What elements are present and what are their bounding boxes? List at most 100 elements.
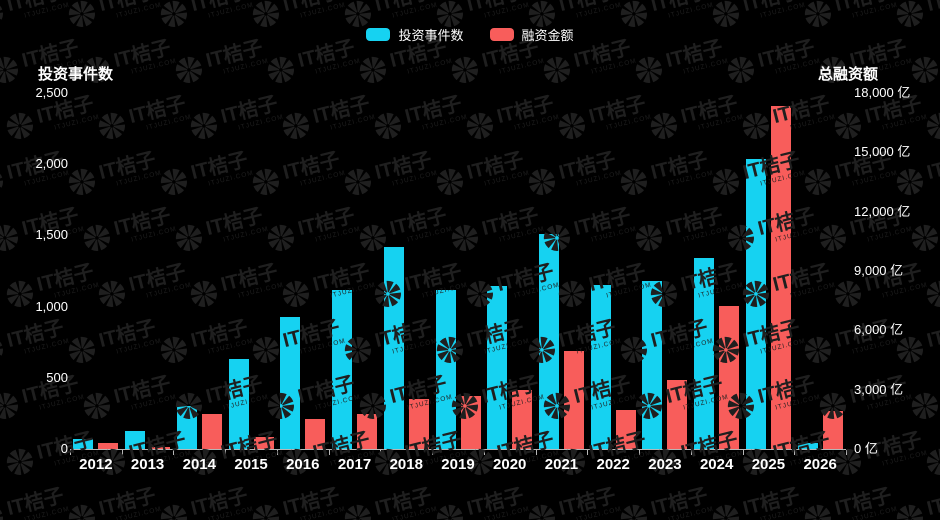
bar-amount-2020[interactable]: [512, 390, 533, 449]
bar-events-2022[interactable]: [590, 285, 611, 449]
bar-events-2021[interactable]: [538, 233, 559, 449]
itjuzi-logo-icon: [712, 169, 740, 196]
itjuzi-logo-icon: [451, 225, 479, 252]
watermark-subtext: ITJUZI.COM: [881, 281, 929, 300]
bar-amount-2015[interactable]: [253, 436, 274, 449]
watermark-subtext: ITJUZI.COM: [789, 281, 837, 300]
bar-amount-2014[interactable]: [201, 413, 222, 449]
watermark-subtext: ITJUZI.COM: [299, 169, 347, 188]
watermark-text: IT桔子: [479, 204, 542, 241]
watermark-text: IT桔子: [310, 92, 373, 129]
right-tick-label: 18,000 亿: [854, 85, 911, 100]
watermark-subtext: ITJUZI.COM: [299, 505, 347, 520]
watermark-text: IT桔子: [203, 204, 266, 241]
left-axis-title: 投资事件数: [38, 66, 114, 83]
itjuzi-logo-icon: [543, 57, 571, 84]
watermark-subtext: ITJUZI.COM: [391, 169, 439, 188]
itjuzi-logo-icon: [68, 337, 96, 364]
itjuzi-logo-icon: [344, 169, 372, 196]
bar-events-2013[interactable]: [125, 431, 146, 449]
bar-amount-2026[interactable]: [822, 411, 843, 449]
bar-events-2017[interactable]: [332, 289, 353, 449]
bar-amount-2016[interactable]: [305, 418, 326, 449]
bar-amount-2013[interactable]: [150, 447, 171, 449]
bar-amount-2018[interactable]: [408, 398, 429, 449]
x-axis-tick: [535, 450, 537, 455]
watermark-subtext: ITJUZI.COM: [498, 57, 546, 76]
bar-events-2024[interactable]: [694, 258, 715, 449]
itjuzi-logo-icon: [558, 113, 586, 140]
watermark-subtext: ITJUZI.COM: [207, 337, 255, 356]
legend-item-amount[interactable]: 融资金额: [489, 25, 574, 44]
bar-events-2020[interactable]: [487, 285, 508, 449]
bar-events-2018[interactable]: [383, 246, 404, 449]
watermark-subtext: ITJUZI.COM: [590, 57, 638, 76]
watermark-subtext: ITJUZI.COM: [391, 1, 439, 20]
watermark-subtext: ITJUZI.COM: [145, 281, 193, 300]
bar-events-2015[interactable]: [228, 358, 249, 449]
watermark-text: IT桔子: [833, 0, 897, 16]
x-axis-tick: [276, 450, 278, 455]
bar-amount-2021[interactable]: [563, 350, 584, 449]
itjuzi-logo-icon: [926, 449, 940, 476]
watermark-text: IT桔子: [111, 204, 174, 241]
itjuzi-logo-icon: [451, 57, 479, 84]
bar-events-2025[interactable]: [745, 159, 766, 449]
itjuzi-logo-icon: [911, 225, 939, 252]
bar-amount-2024[interactable]: [719, 306, 740, 449]
watermark-subtext: ITJUZI.COM: [299, 1, 347, 20]
bar-amount-2023[interactable]: [667, 379, 688, 449]
watermark-text: IT桔子: [678, 92, 741, 129]
itjuzi-logo-icon: [190, 281, 218, 308]
itjuzi-logo-icon: [68, 505, 96, 520]
x-axis-tick: [380, 450, 382, 455]
bar-amount-2012[interactable]: [98, 442, 119, 449]
watermark-subtext: ITJUZI.COM: [115, 1, 163, 20]
watermark-subtext: ITJUZI.COM: [774, 57, 822, 76]
itjuzi-logo-icon: [344, 505, 372, 520]
watermark-text: IT桔子: [557, 0, 621, 16]
legend-item-events[interactable]: 投资事件数: [366, 25, 464, 44]
x-axis-label-2022: 2022: [596, 456, 630, 473]
watermark-subtext: ITJUZI.COM: [575, 1, 623, 20]
itjuzi-logo-icon: [83, 393, 111, 420]
itjuzi-logo-icon: [926, 113, 940, 140]
bar-amount-2017[interactable]: [357, 413, 378, 449]
watermark-subtext: ITJUZI.COM: [222, 57, 270, 76]
itjuzi-logo-icon: [896, 169, 924, 196]
bar-amount-2022[interactable]: [615, 410, 636, 449]
watermark-subtext: ITJUZI.COM: [483, 169, 531, 188]
watermark-text: IT桔子: [924, 484, 940, 520]
left-tick-label: 0: [60, 441, 68, 456]
bar-amount-2019[interactable]: [460, 395, 481, 449]
bar-events-2016[interactable]: [280, 316, 301, 449]
bar-events-2012[interactable]: [73, 439, 94, 449]
bar-events-2026[interactable]: [797, 442, 818, 449]
x-axis-label-2013: 2013: [130, 456, 165, 473]
watermark-text: IT桔子: [189, 0, 253, 16]
watermark-text: IT桔子: [465, 0, 529, 16]
watermark-text: IT桔子: [586, 92, 649, 129]
watermark-text: IT桔子: [188, 316, 251, 353]
itjuzi-logo-icon: [0, 393, 19, 420]
watermark-text: IT桔子: [5, 0, 69, 16]
watermark-text: IT桔子: [96, 316, 159, 353]
watermark-subtext: ITJUZI.COM: [851, 1, 899, 20]
bar-amount-2025[interactable]: [770, 106, 791, 449]
bar-events-2014[interactable]: [176, 405, 197, 449]
x-axis-tick: [70, 450, 71, 455]
bar-events-2023[interactable]: [642, 280, 663, 449]
watermark-text: IT桔子: [832, 484, 895, 520]
itjuzi-logo-icon: [359, 57, 387, 84]
itjuzi-logo-icon: [436, 169, 464, 196]
bar-events-2019[interactable]: [435, 290, 456, 449]
